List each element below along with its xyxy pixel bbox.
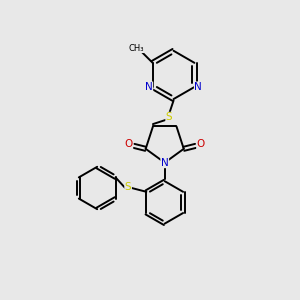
Text: O: O <box>124 140 133 149</box>
Text: N: N <box>194 82 202 92</box>
Text: N: N <box>161 158 169 168</box>
Text: S: S <box>125 182 131 191</box>
Text: N: N <box>145 82 153 92</box>
Text: CH₃: CH₃ <box>128 44 144 52</box>
Text: O: O <box>197 140 205 149</box>
Text: S: S <box>166 112 172 122</box>
